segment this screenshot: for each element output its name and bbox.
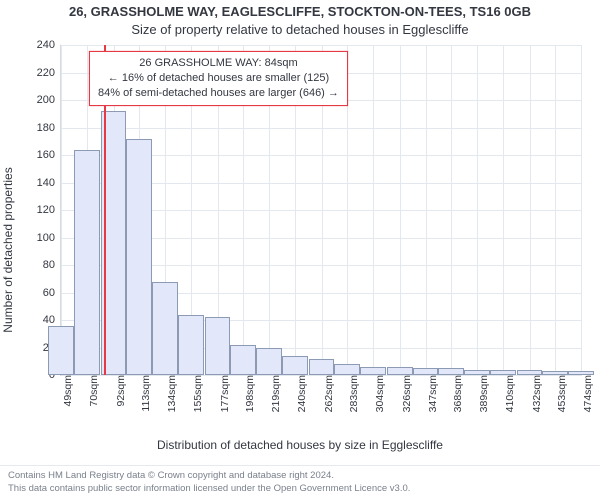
footer-line-1: Contains HM Land Registry data © Crown c… [8, 470, 592, 483]
y-tick-label: 100 [37, 232, 61, 244]
grid-v [503, 45, 504, 375]
x-tick-label: 389sqm [472, 375, 490, 412]
x-axis-label: Distribution of detached houses by size … [0, 438, 600, 452]
infobox-line-3: 84% of semi-detached houses are larger (… [98, 86, 339, 101]
license-footer: Contains HM Land Registry data © Crown c… [0, 465, 600, 498]
bar [256, 348, 282, 376]
x-tick-label: 92sqm [109, 375, 127, 407]
bar [126, 139, 152, 376]
y-tick-label: 160 [37, 149, 61, 161]
page: 26, GRASSHOLME WAY, EAGLESCLIFFE, STOCKT… [0, 0, 600, 500]
x-tick-label: 49sqm [56, 375, 74, 407]
grid-v [373, 45, 374, 375]
bar [490, 370, 516, 376]
bar [309, 359, 335, 376]
bar [74, 150, 100, 376]
bar [360, 367, 386, 375]
x-tick-label: 304sqm [368, 375, 386, 412]
page-title: 26, GRASSHOLME WAY, EAGLESCLIFFE, STOCKT… [0, 4, 600, 19]
grid-v [477, 45, 478, 375]
bar [334, 364, 360, 375]
grid-v [400, 45, 401, 375]
x-tick-label: 453sqm [550, 375, 568, 412]
chart-plot-area: 26 GRASSHOLME WAY: 84sqm ← 16% of detach… [60, 44, 582, 376]
bar [152, 282, 178, 376]
bar [230, 345, 256, 375]
y-tick-label: 240 [37, 39, 61, 51]
y-tick-label: 60 [43, 287, 61, 299]
x-tick-label: 177sqm [213, 375, 231, 412]
property-infobox: 26 GRASSHOLME WAY: 84sqm ← 16% of detach… [89, 51, 348, 106]
grid-v [530, 45, 531, 375]
x-tick-label: 410sqm [498, 375, 516, 412]
x-tick-label: 474sqm [576, 375, 594, 412]
bar [464, 370, 490, 376]
grid-v [581, 45, 582, 375]
grid-v [555, 45, 556, 375]
x-tick-label: 368sqm [446, 375, 464, 412]
x-tick-label: 432sqm [525, 375, 543, 412]
x-tick-label: 155sqm [186, 375, 204, 412]
bar [282, 356, 308, 375]
y-tick-label: 200 [37, 94, 61, 106]
bar [48, 326, 74, 376]
x-tick-label: 113sqm [134, 375, 152, 412]
x-tick-label: 219sqm [264, 375, 282, 412]
x-tick-label: 347sqm [421, 375, 439, 412]
y-tick-label: 120 [37, 204, 61, 216]
x-tick-label: 198sqm [238, 375, 256, 412]
page-subtitle: Size of property relative to detached ho… [0, 22, 600, 37]
bar [205, 317, 231, 375]
y-tick-label: 40 [43, 314, 61, 326]
grid-v [426, 45, 427, 375]
x-tick-label: 283sqm [342, 375, 360, 412]
infobox-line-2: ← 16% of detached houses are smaller (12… [98, 71, 339, 86]
y-tick-label: 180 [37, 122, 61, 134]
bar [542, 371, 568, 375]
grid-v [451, 45, 452, 375]
x-tick-label: 326sqm [395, 375, 413, 412]
bar [438, 368, 464, 375]
y-axis-label: Number of detached properties [1, 100, 15, 400]
x-tick-label: 134sqm [160, 375, 178, 412]
y-tick-label: 140 [37, 177, 61, 189]
y-tick-label: 220 [37, 67, 61, 79]
x-tick-label: 70sqm [82, 375, 100, 407]
bar [178, 315, 204, 376]
x-tick-label: 240sqm [290, 375, 308, 412]
bar [413, 368, 439, 375]
x-tick-label: 262sqm [317, 375, 335, 412]
infobox-line-1: 26 GRASSHOLME WAY: 84sqm [98, 56, 339, 71]
bar [387, 367, 413, 375]
y-tick-label: 80 [43, 259, 61, 271]
footer-line-2: This data contains public sector informa… [8, 483, 592, 496]
bar [517, 370, 543, 376]
bar [568, 371, 594, 375]
